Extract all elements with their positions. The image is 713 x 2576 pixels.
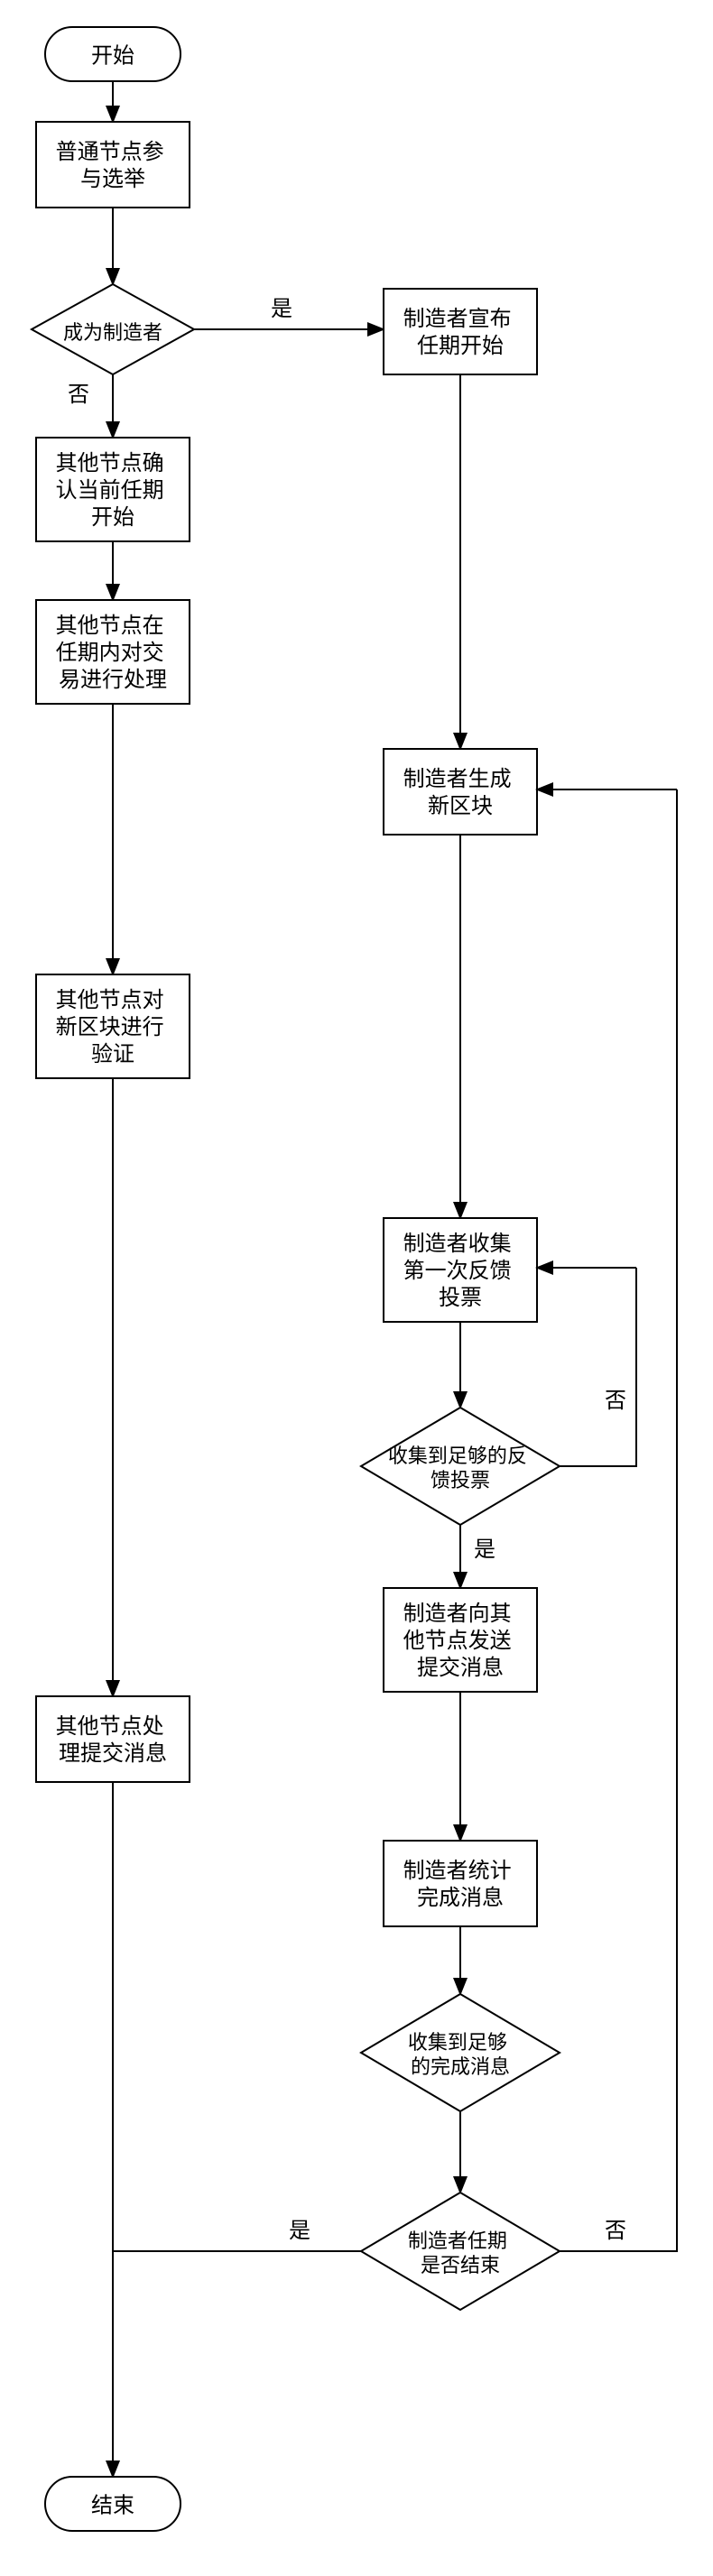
- label-no-1: 否: [68, 383, 89, 407]
- text-b3: 其他节点在 任期内对交 易进行处理: [56, 614, 171, 692]
- box-b1: [36, 122, 190, 208]
- label-no-2: 否: [605, 1389, 626, 1413]
- box-b5: [36, 1696, 190, 1782]
- box-r5: [384, 1841, 537, 1926]
- line: [560, 1268, 636, 1466]
- label-yes-3: 是: [289, 2219, 310, 2243]
- label-yes-1: 是: [271, 297, 292, 321]
- label-no-3: 否: [605, 2219, 626, 2243]
- box-r1: [384, 289, 537, 374]
- text-r4: 制造者向其 他节点发送 提交消息: [403, 1602, 518, 1680]
- box-r2: [384, 749, 537, 835]
- label-yes-2: 是: [474, 1537, 495, 1562]
- text-d1: 成为制造者: [63, 321, 162, 344]
- line: [560, 789, 677, 2251]
- end-label: 结束: [91, 2493, 134, 2517]
- start-label: 开始: [91, 43, 134, 68]
